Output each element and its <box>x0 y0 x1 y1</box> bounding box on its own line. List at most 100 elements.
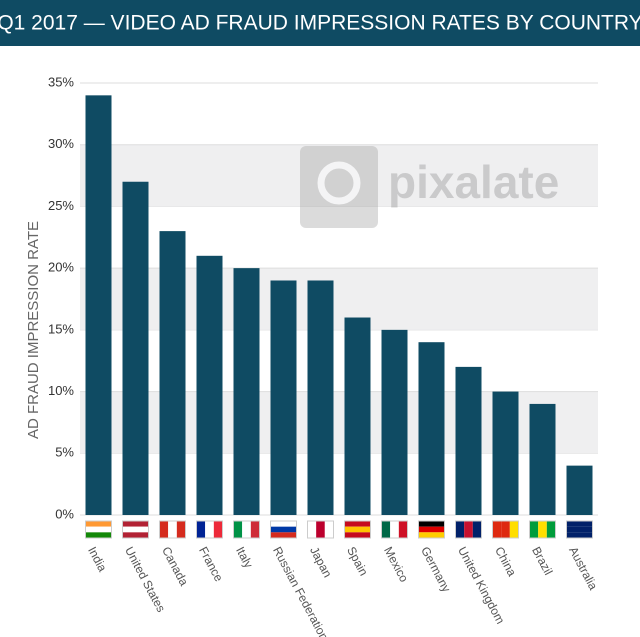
flag-stripe <box>307 521 317 538</box>
bar <box>122 181 149 515</box>
flag-stripe <box>566 526 593 533</box>
flag-stripe <box>501 521 510 538</box>
flag-stripe <box>464 521 473 538</box>
flag-border <box>122 520 149 539</box>
x-tick-label: Spain <box>344 544 371 578</box>
flag-stripe <box>85 526 112 533</box>
x-tick-label: India <box>85 544 110 574</box>
flag-border <box>159 520 186 539</box>
flag-border <box>233 520 260 539</box>
y-tick-label: 20% <box>48 260 74 275</box>
x-tick-label: Australia <box>566 544 600 592</box>
x-tick-label: Italy <box>233 544 256 570</box>
flag-stripe <box>538 521 547 538</box>
bar <box>381 329 408 515</box>
flag-stripe <box>233 521 243 538</box>
x-tick-label: China <box>492 544 519 579</box>
flag-stripe <box>176 521 186 538</box>
chart-title: Q1 2017 — VIDEO AD FRAUD IMPRESSION RATE… <box>0 12 640 35</box>
flag-stripe <box>566 521 593 527</box>
title-bar <box>0 0 640 46</box>
bar <box>344 317 371 515</box>
y-tick-label: 10% <box>48 383 74 398</box>
flag-stripe <box>270 521 297 527</box>
flag-border <box>307 520 334 539</box>
flag-stripe <box>418 521 445 527</box>
flag-stripe <box>270 526 297 533</box>
bar <box>196 255 223 516</box>
watermark-logo-ring <box>317 161 361 205</box>
flag-border <box>529 520 556 539</box>
y-tick-label: 15% <box>48 321 74 336</box>
grid-band <box>80 268 598 330</box>
y-tick-label: 25% <box>48 198 74 213</box>
flag-stripe <box>270 532 297 538</box>
flag-stripe <box>196 521 206 538</box>
grid-band <box>80 391 598 454</box>
flag-stripe <box>168 521 177 538</box>
flag-stripe <box>250 521 260 538</box>
flag-stripe <box>492 521 502 538</box>
flag-stripe <box>509 521 519 538</box>
watermark-logo <box>300 146 378 228</box>
flag-border <box>381 520 408 539</box>
flag-stripe <box>122 526 149 533</box>
flag-stripe <box>398 521 408 538</box>
bar <box>85 95 112 515</box>
bar <box>159 231 186 515</box>
x-tick-label: Mexico <box>381 544 411 584</box>
flag-stripe <box>344 532 371 538</box>
bar <box>270 280 297 515</box>
bar <box>529 403 556 515</box>
flag-stripe <box>390 521 399 538</box>
flag-stripe <box>242 521 251 538</box>
bar <box>455 366 482 515</box>
flag-stripe <box>85 532 112 538</box>
x-tick-label: Germany <box>418 544 454 594</box>
flag-stripe <box>344 526 371 533</box>
flag-stripe <box>381 521 391 538</box>
x-tick-label: Japan <box>307 544 335 579</box>
flag-border <box>492 520 519 539</box>
flag-stripe <box>205 521 214 538</box>
bar <box>307 280 334 515</box>
flag-border <box>270 520 297 539</box>
flag-stripe <box>529 521 539 538</box>
x-tick-label: Canada <box>159 544 191 588</box>
bar <box>233 268 260 515</box>
watermark: pixalate <box>300 146 559 228</box>
flag-stripe <box>316 521 325 538</box>
y-tick-label: 0% <box>55 506 74 521</box>
x-tick-label: France <box>196 544 226 584</box>
flag-stripe <box>344 521 371 527</box>
bar <box>566 465 593 515</box>
x-tick-label: Brazil <box>529 544 555 577</box>
flag-border <box>196 520 223 539</box>
watermark-text: pixalate <box>388 156 559 208</box>
flag-border <box>566 520 593 539</box>
bar <box>492 391 519 515</box>
flag-stripe <box>418 532 445 538</box>
y-tick-label: 35% <box>48 74 74 89</box>
y-tick-label: 30% <box>48 136 74 151</box>
flag-stripe <box>159 521 169 538</box>
flag-stripe <box>324 521 334 538</box>
flag-border <box>85 520 112 539</box>
flag-border <box>455 520 482 539</box>
flag-stripe <box>472 521 482 538</box>
flag-stripe <box>566 532 593 538</box>
flag-border <box>418 520 445 539</box>
flag-stripe <box>546 521 556 538</box>
flag-stripe <box>122 521 149 527</box>
y-axis-label: AD FRAUD IMPRESSION RATE <box>25 221 42 439</box>
bar <box>418 342 445 515</box>
y-tick-label: 5% <box>55 445 74 460</box>
flag-stripe <box>213 521 223 538</box>
grid-band <box>80 144 598 207</box>
flag-stripe <box>122 532 149 538</box>
flag-border <box>344 520 371 539</box>
flag-stripe <box>455 521 465 538</box>
flag-stripe <box>418 526 445 533</box>
flag-stripe <box>85 521 112 527</box>
